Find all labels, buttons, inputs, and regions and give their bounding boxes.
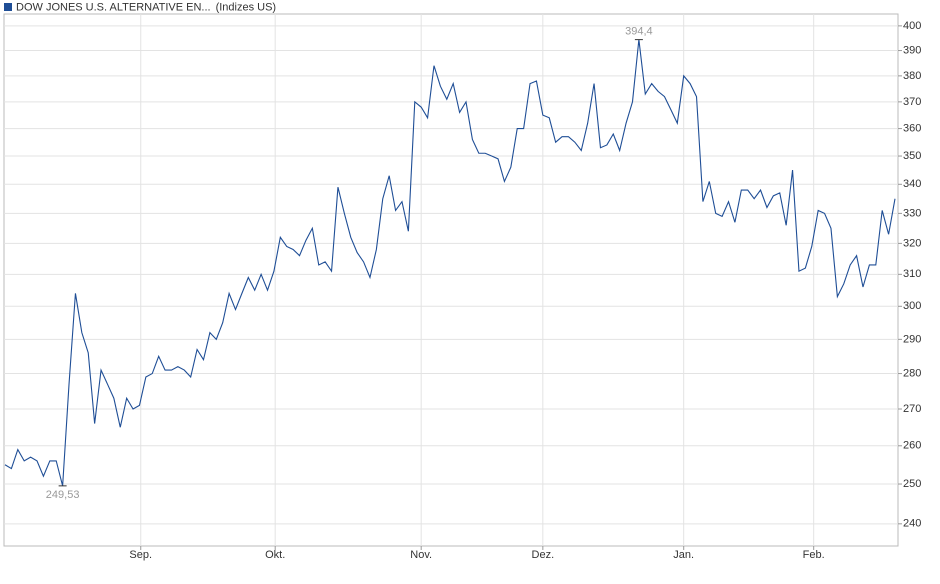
y-tick-label: 280 [903,367,921,379]
subtitle: (Indizes US) [216,1,277,13]
y-tick-label: 320 [903,237,921,249]
y-tick-label: 380 [903,70,921,82]
y-tick-label: 360 [903,122,921,134]
y-tick-label: 400 [903,20,921,32]
y-tick-label: 250 [903,478,921,490]
x-tick-label: Nov. [410,549,432,561]
y-tick-label: 390 [903,44,921,56]
y-tick-label: 240 [903,518,921,530]
y-tick-label: 350 [903,150,921,162]
y-tick-label: 270 [903,403,921,415]
y-tick-label: 330 [903,207,921,219]
value-label: 249,53 [46,489,80,501]
price-line [4,39,896,486]
value-label: 394,4 [625,26,653,38]
x-tick-label: Jan. [673,549,694,561]
plot-frame [3,13,899,547]
y-tick-label: 370 [903,96,921,108]
y-tick-label: 260 [903,440,921,452]
y-tick-label: 340 [903,178,921,190]
y-tick-label: 310 [903,268,921,280]
x-tick-label: Okt. [265,549,285,561]
legend-label: DOW JONES U.S. ALTERNATIVE EN... [16,1,211,13]
y-tick-label: 300 [903,300,921,312]
y-tick-label: 290 [903,333,921,345]
x-tick-label: Dez. [532,549,555,561]
legend-swatch [4,3,12,11]
x-tick-label: Feb. [803,549,825,561]
x-tick-label: Sep. [129,549,152,561]
